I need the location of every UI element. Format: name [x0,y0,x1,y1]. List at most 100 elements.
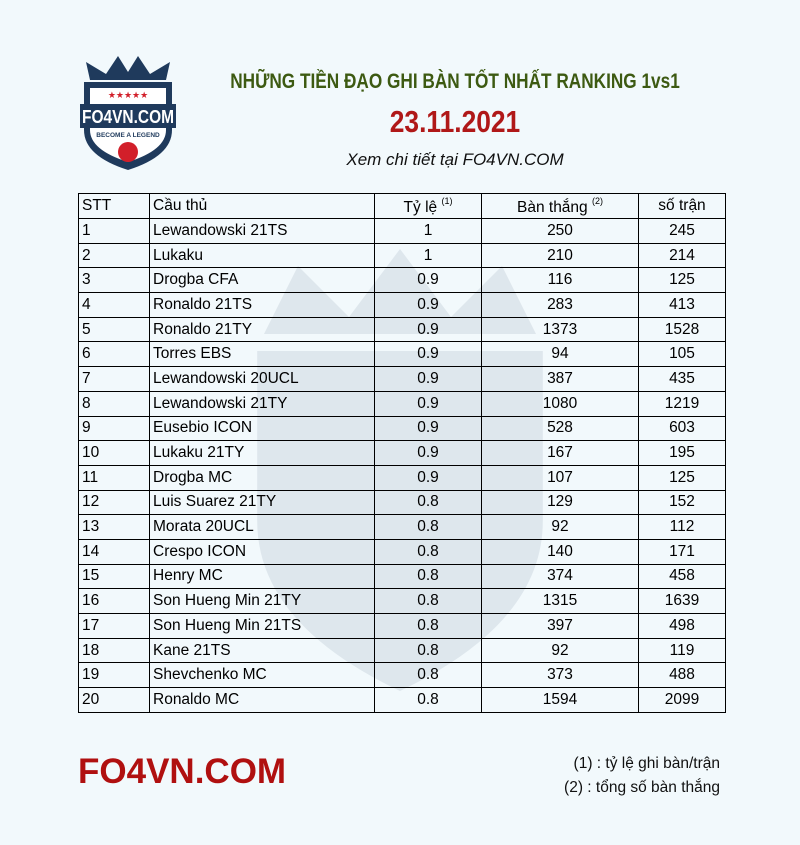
cell-ratio: 0.9 [374,440,482,466]
cell-matches: 125 [638,267,726,294]
cell-player: Lukaku [149,242,375,269]
cell-ratio: 0.8 [374,538,482,565]
cell-ratio: 0.9 [374,415,482,442]
col-matches: số trận [638,193,726,219]
cell-stt: 8 [78,390,150,417]
cell-goals: 250 [481,218,639,244]
cell-player: Lewandowski 21TS [149,218,375,244]
cell-stt: 14 [78,538,150,565]
cell-ratio: 0.9 [374,292,482,318]
cell-player: Ronaldo MC [149,687,375,713]
cell-ratio: 0.8 [374,588,482,614]
cell-stt: 18 [78,637,150,664]
svg-text:BECOME A LEGEND: BECOME A LEGEND [96,132,160,139]
cell-player: Kane 21TS [149,637,375,664]
cell-matches: 458 [638,563,726,590]
svg-text:FO4VN.COM: FO4VN.COM [82,107,174,127]
cell-matches: 125 [638,464,726,491]
table-row: 17 Son Hueng Min 21TS 0.8 397 498 [78,613,726,639]
cell-player: Henry MC [149,563,375,590]
table-row: 13 Morata 20UCL 0.8 92 112 [78,514,726,540]
cell-ratio: 0.8 [374,613,482,639]
cell-ratio: 0.9 [374,341,482,368]
footnote-1: (1) : tỷ lệ ghi bàn/trận [573,755,720,772]
cell-goals: 140 [481,538,639,565]
cell-matches: 152 [638,489,726,516]
cell-player: Son Hueng Min 21TY [149,588,375,614]
table-row: 10 Lukaku 21TY 0.9 167 195 [78,440,726,466]
col-player: Cầu thủ [149,193,375,219]
cell-goals: 107 [481,464,639,491]
cell-matches: 603 [638,415,726,442]
table-row: 4 Ronaldo 21TS 0.9 283 413 [78,292,726,318]
table-row: 20 Ronaldo MC 0.8 1594 2099 [78,687,726,713]
cell-ratio: 0.9 [374,316,482,343]
footnotes: (1) : tỷ lệ ghi bàn/trận (2) : tổng số b… [540,752,720,800]
col-goals: Bàn thắng (2) [481,193,639,219]
cell-player: Eusebio ICON [149,415,375,442]
svg-text:★★★★★: ★★★★★ [108,90,148,100]
cell-player: Lukaku 21TY [149,440,375,466]
cell-matches: 498 [638,613,726,639]
cell-player: Shevchenko MC [149,662,375,689]
cell-goals: 116 [481,267,639,294]
cell-ratio: 0.9 [374,366,482,392]
table-row: 16 Son Hueng Min 21TY 0.8 1315 1639 [78,588,726,614]
cell-ratio: 0.9 [374,390,482,417]
cell-goals: 387 [481,366,639,392]
cell-player: Son Hueng Min 21TS [149,613,375,639]
cell-ratio: 0.9 [374,464,482,491]
cell-goals: 129 [481,489,639,516]
cell-matches: 119 [638,637,726,664]
cell-stt: 10 [78,440,150,466]
subtitle: Xem chi tiết tại FO4VN.COM [346,150,564,169]
page-title: NHỮNG TIỀN ĐẠO GHI BÀN TỐT NHẤT RANKING … [230,70,680,93]
cell-matches: 195 [638,440,726,466]
cell-goals: 1373 [481,316,639,343]
cell-matches: 171 [638,538,726,565]
table-row: 3 Drogba CFA 0.9 116 125 [78,267,726,294]
cell-stt: 11 [78,464,150,491]
cell-player: Torres EBS [149,341,375,368]
cell-stt: 1 [78,218,150,244]
cell-goals: 528 [481,415,639,442]
table-row: 6 Torres EBS 0.9 94 105 [78,341,726,368]
cell-ratio: 0.8 [374,563,482,590]
cell-ratio: 0.9 [374,267,482,294]
cell-player: Lewandowski 21TY [149,390,375,417]
cell-goals: 373 [481,662,639,689]
cell-goals: 92 [481,637,639,664]
cell-stt: 12 [78,489,150,516]
footer-brand: FO4VN.COM [78,752,287,791]
cell-goals: 283 [481,292,639,318]
table-row: 14 Crespo ICON 0.8 140 171 [78,538,726,565]
cell-goals: 1594 [481,687,639,713]
table-row: 1 Lewandowski 21TS 1 250 245 [78,218,726,244]
cell-ratio: 1 [374,218,482,244]
col-stt: STT [78,193,150,219]
table-row: 5 Ronaldo 21TY 0.9 1373 1528 [78,316,726,343]
cell-matches: 1639 [638,588,726,614]
cell-ratio: 0.8 [374,637,482,664]
cell-player: Ronaldo 21TS [149,292,375,318]
table-row: 2 Lukaku 1 210 214 [78,242,726,269]
cell-ratio: 0.8 [374,662,482,689]
table-header: STT Cầu thủ Tỷ lệ (1) Bàn thắng (2) số t… [78,193,726,219]
cell-ratio: 0.8 [374,687,482,713]
ranking-table: STT Cầu thủ Tỷ lệ (1) Bàn thắng (2) số t… [78,193,726,713]
footnote-2: (2) : tổng số bàn thắng [564,779,720,796]
cell-matches: 488 [638,662,726,689]
cell-stt: 7 [78,366,150,392]
cell-stt: 15 [78,563,150,590]
cell-stt: 3 [78,267,150,294]
table-row: 12 Luis Suarez 21TY 0.8 129 152 [78,489,726,516]
fo4vn-logo: ★★★★★ FO4VN.COM BECOME A LEGEND [80,56,176,170]
cell-matches: 1528 [638,316,726,343]
cell-player: Luis Suarez 21TY [149,489,375,516]
cell-stt: 20 [78,687,150,713]
cell-matches: 112 [638,514,726,540]
cell-ratio: 1 [374,242,482,269]
cell-player: Morata 20UCL [149,514,375,540]
cell-player: Ronaldo 21TY [149,316,375,343]
cell-matches: 105 [638,341,726,368]
